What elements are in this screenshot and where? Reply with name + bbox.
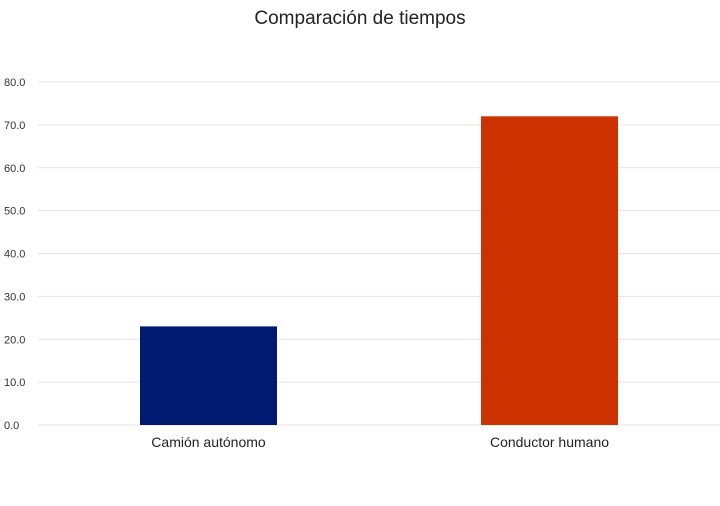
bars [140,116,618,426]
y-axis-ticks: 0.0 10.0 20.0 30.0 40.0 50.0 60.0 70.0 80.0 [4,77,25,432]
y-tick-label: 50.0 [4,206,25,218]
bar-1 [140,326,277,425]
x-category-label: Conductor humano [490,434,609,450]
x-category-label: Camión autónomo [151,434,266,450]
bar-2 [481,116,618,426]
y-tick-label: 80.0 [4,77,25,89]
x-axis-labels: Camión autónomo Conductor humano [151,434,609,450]
y-tick-label: 40.0 [4,249,25,261]
y-tick-label: 20.0 [4,334,25,346]
y-tick-label: 0.0 [4,420,19,432]
y-tick-label: 60.0 [4,163,25,175]
y-tick-label: 70.0 [4,120,25,132]
y-tick-label: 30.0 [4,291,25,303]
chart-title: Comparación de tiempos [254,8,466,29]
y-tick-label: 10.0 [4,377,25,389]
